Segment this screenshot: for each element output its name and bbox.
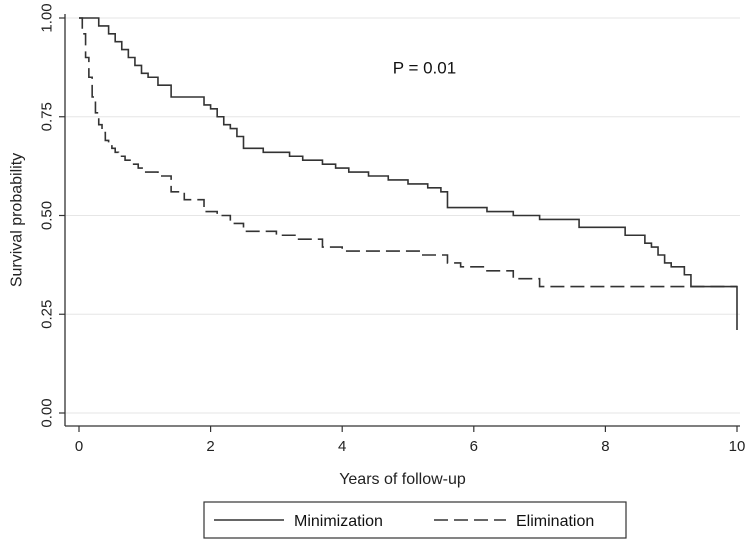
x-tick-label: 2 bbox=[206, 438, 214, 455]
grid-lines bbox=[65, 17, 740, 414]
y-tick-label: 0.75 bbox=[38, 102, 55, 131]
series-layer bbox=[79, 17, 738, 331]
series-line-minimization bbox=[79, 17, 738, 331]
y-tick-label: 1.00 bbox=[38, 3, 55, 32]
y-tick-label: 0.25 bbox=[38, 300, 55, 329]
x-tick-label: 10 bbox=[729, 438, 746, 455]
p-value-annotation: P = 0.01 bbox=[393, 58, 457, 77]
y-axis-ticks: 0.00 0.25 0.50 0.75 1.00 bbox=[38, 3, 65, 428]
x-axis-ticks: 0 2 4 6 8 10 bbox=[75, 426, 746, 455]
y-tick-label: 0.50 bbox=[38, 201, 55, 230]
x-tick-label: 4 bbox=[338, 438, 346, 455]
y-axis-title: Survival probability bbox=[9, 153, 26, 287]
legend-label-minimization: Minimization bbox=[294, 513, 383, 530]
x-tick-label: 0 bbox=[75, 438, 83, 455]
legend-label-elimination: Elimination bbox=[516, 513, 594, 530]
x-tick-label: 6 bbox=[470, 438, 478, 455]
x-axis-title: Years of follow-up bbox=[339, 471, 466, 488]
x-tick-label: 8 bbox=[601, 438, 609, 455]
legend: Minimization Elimination bbox=[203, 501, 627, 539]
y-tick-label: 0.00 bbox=[38, 398, 55, 427]
